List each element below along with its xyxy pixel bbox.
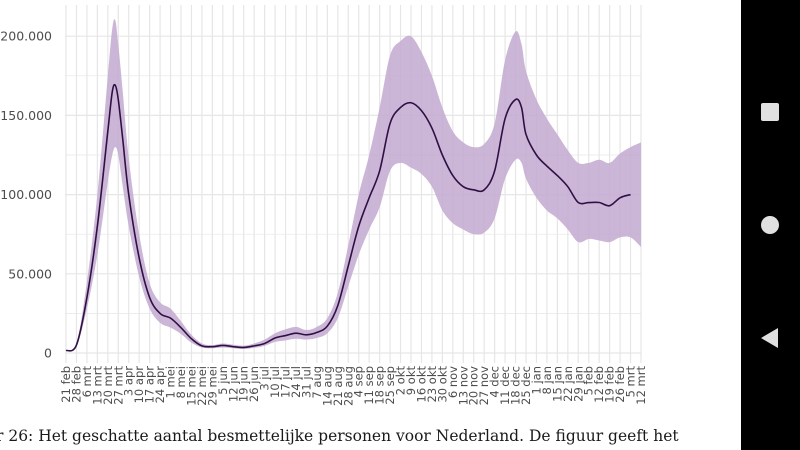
x-tick-label: 20 mrt (101, 366, 115, 405)
x-tick-label: 13 mrt (90, 366, 104, 405)
x-tick-label: 26 feb (613, 366, 627, 403)
y-axis-ticks: 0 50.000 100.000 150.000 200.000 (0, 29, 52, 361)
y-tick-label: 100.000 (0, 187, 52, 202)
x-tick-label: 3 apr (122, 366, 136, 396)
android-navigation-bar (741, 0, 800, 450)
x-tick-label: 22 mei (195, 366, 209, 406)
x-tick-label: 8 mei (174, 366, 188, 398)
confidence-band (66, 19, 641, 352)
back-button[interactable] (741, 303, 800, 373)
x-tick-label: 11 dec (498, 366, 512, 405)
recents-button[interactable] (741, 77, 800, 147)
x-tick-label: 6 nov (446, 366, 460, 398)
x-tick-label: 27 mrt (111, 366, 125, 405)
y-tick-label: 150.000 (0, 108, 52, 123)
x-tick-label: 26 jun (247, 366, 261, 402)
home-button[interactable] (741, 190, 800, 260)
x-tick-label: 31 jul (299, 366, 313, 398)
x-tick-label: 21 aug (331, 366, 345, 406)
x-tick-label: 29 jan (571, 366, 585, 402)
x-tick-label: 25 dec (519, 366, 533, 405)
x-tick-label: 27 nov (477, 366, 491, 406)
x-tick-label: 24 apr (153, 366, 167, 404)
x-tick-label: 28 aug (341, 366, 355, 406)
x-tick-label: 12 jun (226, 366, 240, 402)
y-tick-label: 50.000 (8, 266, 52, 281)
x-tick-label: 18 sep (373, 366, 387, 405)
x-tick-label: 24 jul (289, 366, 303, 398)
x-tick-label: 23 okt (425, 366, 439, 403)
x-tick-label: 22 jan (561, 366, 575, 402)
x-tick-label: 14 aug (320, 366, 334, 406)
x-tick-label: 1 jan (529, 366, 543, 395)
x-tick-label: 4 sep (352, 366, 366, 397)
document-page: 0 50.000 100.000 150.000 200.000 21 feb 28 fe… (0, 5, 679, 445)
x-tick-label: 9 okt (404, 366, 418, 396)
triangle-back-icon (761, 328, 778, 348)
x-tick-label: 29 mei (205, 366, 219, 406)
x-tick-label: 17 apr (143, 366, 157, 404)
x-tick-label: 18 dec (509, 366, 523, 405)
x-tick-label: 10 apr (132, 366, 146, 404)
y-tick-label: 200.000 (0, 29, 52, 44)
x-tick-label: 4 dec (488, 366, 502, 398)
x-tick-label: 11 sep (362, 366, 376, 405)
x-tick-label: 15 jan (550, 366, 564, 402)
figure-caption: r 26: Het geschatte aantal besmettelijke… (0, 427, 679, 445)
x-tick-label: 5 feb (582, 366, 596, 395)
x-tick-label: 8 jan (540, 366, 554, 395)
circle-icon (761, 216, 779, 234)
x-tick-label: 5 mrt (624, 366, 638, 398)
x-tick-label: 3 jul (258, 366, 272, 391)
x-tick-label: 19 feb (603, 366, 617, 403)
x-tick-label: 20 nov (467, 366, 481, 406)
x-tick-label: 13 nov (456, 366, 470, 406)
x-tick-label: 16 okt (414, 366, 428, 403)
x-tick-label: 21 feb (59, 366, 73, 403)
x-tick-label: 2 okt (394, 366, 408, 396)
estimate-line (65, 83, 631, 352)
x-tick-label: 12 mrt (634, 366, 648, 405)
x-tick-label: 6 mrt (80, 366, 94, 398)
x-tick-label: 12 feb (592, 366, 606, 403)
x-tick-label: 5 jun (216, 366, 230, 395)
x-tick-label: 1 mei (164, 366, 178, 398)
square-icon (761, 103, 779, 121)
y-tick-label: 0 (44, 346, 52, 361)
x-tick-label: 30 okt (435, 366, 449, 403)
grid (65, 5, 642, 363)
x-tick-label: 19 jun (237, 366, 251, 402)
x-tick-label: 10 jul (268, 366, 282, 398)
x-tick-label: 7 aug (310, 366, 324, 399)
x-tick-label: 17 jul (279, 366, 293, 398)
x-tick-label: 25 sep (383, 366, 397, 405)
x-tick-label: 15 mei (184, 366, 198, 406)
x-tick-label: 28 feb (69, 366, 83, 403)
